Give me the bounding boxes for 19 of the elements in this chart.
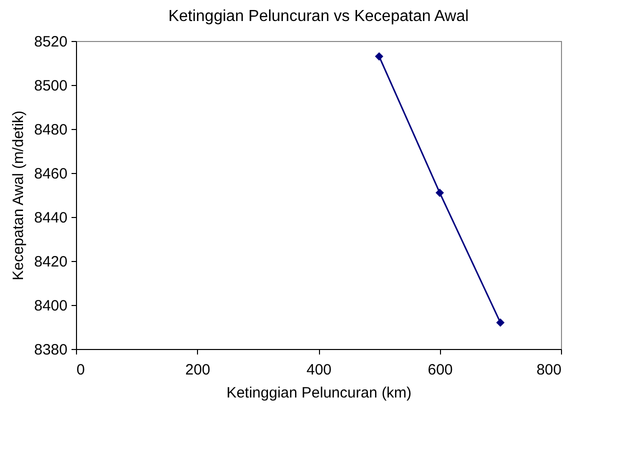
- point: [436, 188, 444, 197]
- y-tick-label: 8500: [34, 78, 68, 94]
- y-tick-label: 8400: [34, 298, 68, 314]
- x-tick-label: 800: [536, 362, 562, 378]
- y-tick-label: 8480: [34, 122, 68, 138]
- y-tick-label: 8520: [34, 34, 68, 50]
- chart-title: Ketinggian Peluncuran vs Kecepatan Awal: [168, 8, 469, 25]
- x-axis-title: Ketinggian Peluncuran (km): [226, 384, 412, 402]
- y-tick-label: 8420: [34, 254, 68, 270]
- x-tick-label: 0: [76, 362, 85, 378]
- x-tick-label: 600: [428, 362, 453, 378]
- y-tick-label: 8460: [34, 166, 68, 182]
- point: [496, 318, 505, 327]
- point: [374, 52, 384, 61]
- x-tick-label: 400: [306, 362, 332, 378]
- y-axis-title: Kecepatan Awal (m/detik): [10, 110, 28, 280]
- y-tick-label: 8380: [34, 342, 68, 358]
- x-tick-label: 200: [185, 362, 210, 378]
- y-tick-label: 8440: [34, 210, 68, 226]
